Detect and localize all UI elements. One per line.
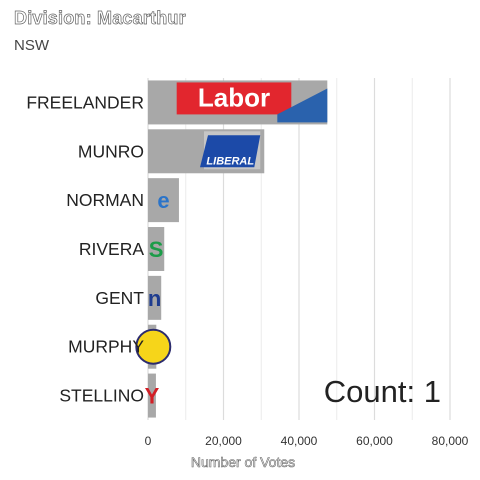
- bar-group: e: [148, 178, 179, 223]
- party-logo-text: n: [148, 286, 161, 311]
- bar-group: [135, 324, 172, 369]
- party-logo-text: S: [149, 237, 164, 262]
- party-logo-text: Labor: [198, 82, 270, 112]
- x-axis-title: Number of Votes: [191, 454, 295, 470]
- bar-group: S: [148, 227, 165, 271]
- bar-group: LIBERAL: [148, 129, 265, 174]
- party-logo-text: e: [157, 188, 169, 213]
- category-label: NORMAN: [66, 190, 144, 210]
- chart-title: Division: Macarthur: [14, 8, 186, 29]
- party-logo-flag: [200, 135, 261, 168]
- category-labels: FREELANDER MUNRO NORMAN RIVERA GENT MURPHY STE…: [26, 92, 144, 405]
- x-tick-label: 60,000: [356, 434, 393, 448]
- party-logo-blue: [277, 88, 328, 123]
- x-axis: 0 20,000 40,000 60,000 80,000: [145, 434, 469, 448]
- chart-subtitle: NSW: [14, 37, 49, 54]
- party-logo-badge: [135, 328, 172, 365]
- count-label: Count: 1: [324, 374, 441, 409]
- bars: Labor LIBERAL eSn Y: [135, 80, 328, 418]
- bar: [148, 275, 162, 320]
- x-tick-label: 80,000: [432, 434, 469, 448]
- bar: [148, 178, 179, 223]
- party-logo-text: Y: [145, 384, 160, 409]
- category-label: STELLINO: [59, 386, 144, 406]
- category-label: FREELANDER: [26, 92, 144, 112]
- category-label: MUNRO: [78, 141, 144, 161]
- category-label: GENT: [95, 288, 144, 308]
- x-tick-label: 20,000: [205, 434, 242, 448]
- x-tick-label: 40,000: [281, 434, 318, 448]
- bar-group: Labor: [148, 80, 328, 125]
- x-tick-label: 0: [145, 434, 152, 448]
- bar: [148, 227, 165, 271]
- bar-group: Y: [145, 373, 160, 418]
- category-label: MURPHY: [68, 337, 144, 357]
- party-logo-red: [176, 82, 292, 115]
- category-label: RIVERA: [79, 239, 144, 259]
- bar: [148, 373, 156, 418]
- party-logo-text: LIBERAL: [206, 155, 254, 167]
- bar-group: n: [148, 275, 162, 320]
